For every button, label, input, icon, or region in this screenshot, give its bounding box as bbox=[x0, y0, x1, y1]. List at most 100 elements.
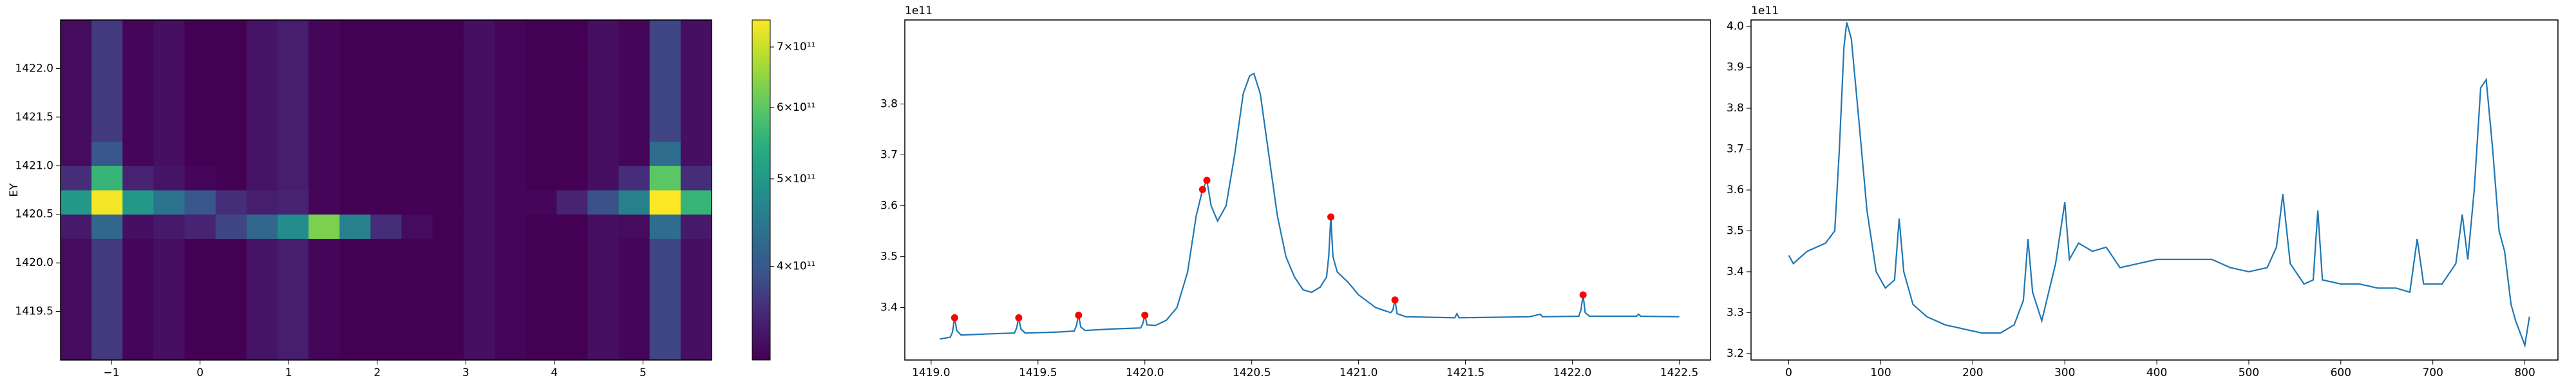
heat-cell bbox=[526, 166, 557, 191]
heat-cell bbox=[587, 166, 620, 191]
heat-cell bbox=[153, 141, 185, 166]
heat-cell bbox=[401, 44, 433, 69]
heat-cell bbox=[278, 238, 309, 263]
heat-cell bbox=[153, 263, 185, 288]
heat-cell bbox=[401, 263, 433, 288]
peak-marker bbox=[1391, 296, 1399, 304]
heat-cell bbox=[308, 287, 340, 312]
peak-marker bbox=[1075, 311, 1083, 319]
peak-marker bbox=[1198, 185, 1206, 193]
colorbar-tick-label: 7×10¹¹ bbox=[777, 41, 815, 53]
heat-cell bbox=[278, 287, 309, 312]
heat-cell bbox=[278, 68, 309, 93]
heat-cell bbox=[339, 141, 371, 166]
heat-cell bbox=[122, 68, 154, 93]
heat-cell bbox=[401, 117, 433, 142]
heat-cell bbox=[91, 238, 123, 263]
heat-cell bbox=[91, 68, 123, 93]
x-tick-label: 100 bbox=[1870, 366, 1891, 379]
heat-cell bbox=[401, 141, 433, 166]
heat-cell bbox=[495, 93, 526, 118]
heat-cell bbox=[308, 190, 340, 215]
heat-cell bbox=[618, 190, 650, 215]
heat-cell bbox=[339, 117, 371, 142]
heat-cell bbox=[526, 336, 557, 361]
heat-cell bbox=[122, 214, 154, 239]
y-tick-label: 3.6 bbox=[880, 200, 898, 213]
peak-marker bbox=[1579, 291, 1587, 299]
heat-cell bbox=[246, 238, 278, 263]
heat-cell bbox=[432, 287, 464, 312]
heat-cell bbox=[153, 44, 185, 69]
heat-cell bbox=[432, 336, 464, 361]
x-tick-label: 1421.5 bbox=[1446, 366, 1484, 379]
heat-cell bbox=[618, 117, 650, 142]
x-tick-label: 400 bbox=[2146, 366, 2167, 379]
colorbar bbox=[752, 19, 771, 361]
heat-cell bbox=[556, 141, 588, 166]
heat-cell bbox=[370, 214, 402, 239]
heat-cell bbox=[122, 190, 154, 215]
heat-cell bbox=[308, 336, 340, 361]
heat-cell bbox=[91, 287, 123, 312]
heat-cell bbox=[61, 20, 92, 45]
heat-cell bbox=[680, 190, 712, 215]
heat-cell bbox=[278, 190, 309, 215]
heat-cell bbox=[680, 214, 712, 239]
heat-cell bbox=[680, 336, 712, 361]
heat-cell bbox=[463, 238, 495, 263]
heat-cell bbox=[122, 263, 154, 288]
heat-cell bbox=[215, 166, 247, 191]
heat-cell bbox=[401, 68, 433, 93]
heat-cell bbox=[432, 93, 464, 118]
heat-cell bbox=[153, 336, 185, 361]
heat-cell bbox=[339, 336, 371, 361]
heat-cell bbox=[587, 190, 620, 215]
heat-cell bbox=[184, 141, 216, 166]
heat-cell bbox=[463, 141, 495, 166]
plot-frame bbox=[1750, 19, 2559, 361]
heat-cell bbox=[463, 190, 495, 215]
heat-cell bbox=[339, 20, 371, 45]
heat-cell bbox=[153, 117, 185, 142]
heat-cell bbox=[61, 117, 92, 142]
heat-cell bbox=[91, 117, 123, 142]
heat-cell bbox=[308, 238, 340, 263]
heat-cell bbox=[432, 238, 464, 263]
heat-cell bbox=[463, 117, 495, 142]
y-tick-label: 3.5 bbox=[880, 251, 898, 263]
heat-cell bbox=[122, 117, 154, 142]
y-tick-label: 3.7 bbox=[880, 148, 898, 161]
y-tick-label: 3.6 bbox=[1727, 184, 1744, 196]
heat-cell bbox=[91, 166, 123, 191]
heat-cell bbox=[246, 20, 278, 45]
heat-cell bbox=[370, 20, 402, 45]
heat-cell bbox=[278, 311, 309, 336]
heat-cell bbox=[122, 166, 154, 191]
heat-cell bbox=[153, 20, 185, 45]
x-tick-label: 200 bbox=[1962, 366, 1983, 379]
heat-cell bbox=[339, 214, 371, 239]
heat-cell bbox=[91, 311, 123, 336]
heat-cell bbox=[495, 44, 526, 69]
heat-cell bbox=[495, 263, 526, 288]
heat-cell bbox=[339, 287, 371, 312]
heat-cell bbox=[122, 336, 154, 361]
heat-cell bbox=[649, 166, 681, 191]
x-tick-label: 0 bbox=[196, 366, 204, 379]
heat-cell bbox=[339, 44, 371, 69]
heat-cell bbox=[215, 20, 247, 45]
heat-cell bbox=[649, 190, 681, 215]
heat-cell bbox=[215, 44, 247, 69]
heat-cell bbox=[246, 263, 278, 288]
heat-cell bbox=[401, 166, 433, 191]
heat-cell bbox=[246, 166, 278, 191]
heat-cell bbox=[680, 20, 712, 45]
heat-cell bbox=[91, 141, 123, 166]
heat-cell bbox=[339, 68, 371, 93]
heat-cell bbox=[526, 263, 557, 288]
heat-cell bbox=[463, 287, 495, 312]
heat-cell bbox=[153, 287, 185, 312]
heat-cell bbox=[618, 44, 650, 69]
x-tick-label: −1 bbox=[104, 366, 120, 379]
